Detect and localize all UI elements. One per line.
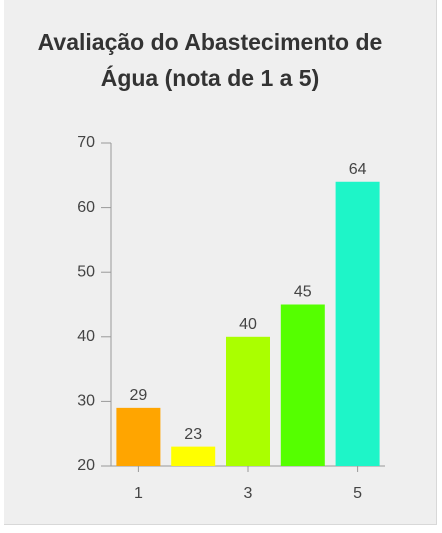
y-tick-label: 60 (77, 199, 95, 216)
y-tick-label: 70 (77, 134, 95, 151)
bar (171, 446, 216, 466)
data-label: 29 (130, 387, 148, 404)
bar (280, 304, 325, 466)
data-label: 23 (184, 426, 202, 443)
y-tick-label: 50 (77, 263, 95, 280)
bar (335, 181, 380, 466)
y-tick-label: 30 (77, 393, 95, 410)
bar (116, 407, 161, 466)
data-label: 40 (239, 316, 257, 333)
chart-title: Avaliação do Abastecimento de Água (nota… (37, 29, 383, 91)
bar (226, 336, 270, 466)
x-tick-label: 3 (244, 485, 253, 502)
y-tick-label: 20 (77, 457, 95, 474)
x-tick-label: 1 (134, 485, 143, 502)
data-label: 45 (294, 284, 312, 301)
y-tick-label: 40 (77, 328, 95, 345)
x-tick-label: 5 (353, 485, 362, 502)
data-label: 64 (349, 161, 367, 178)
